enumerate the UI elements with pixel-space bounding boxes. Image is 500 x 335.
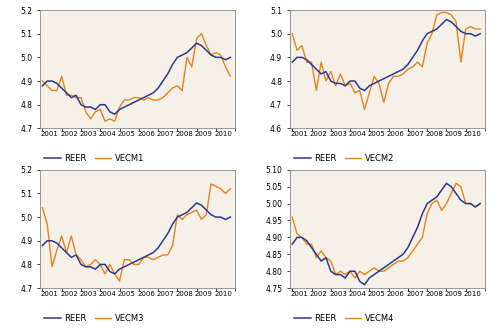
Legend: REER, VECM2: REER, VECM2 bbox=[294, 154, 394, 163]
Legend: REER, VECM3: REER, VECM3 bbox=[44, 314, 144, 323]
Legend: REER, VECM1: REER, VECM1 bbox=[44, 154, 144, 163]
Legend: REER, VECM4: REER, VECM4 bbox=[294, 314, 394, 323]
